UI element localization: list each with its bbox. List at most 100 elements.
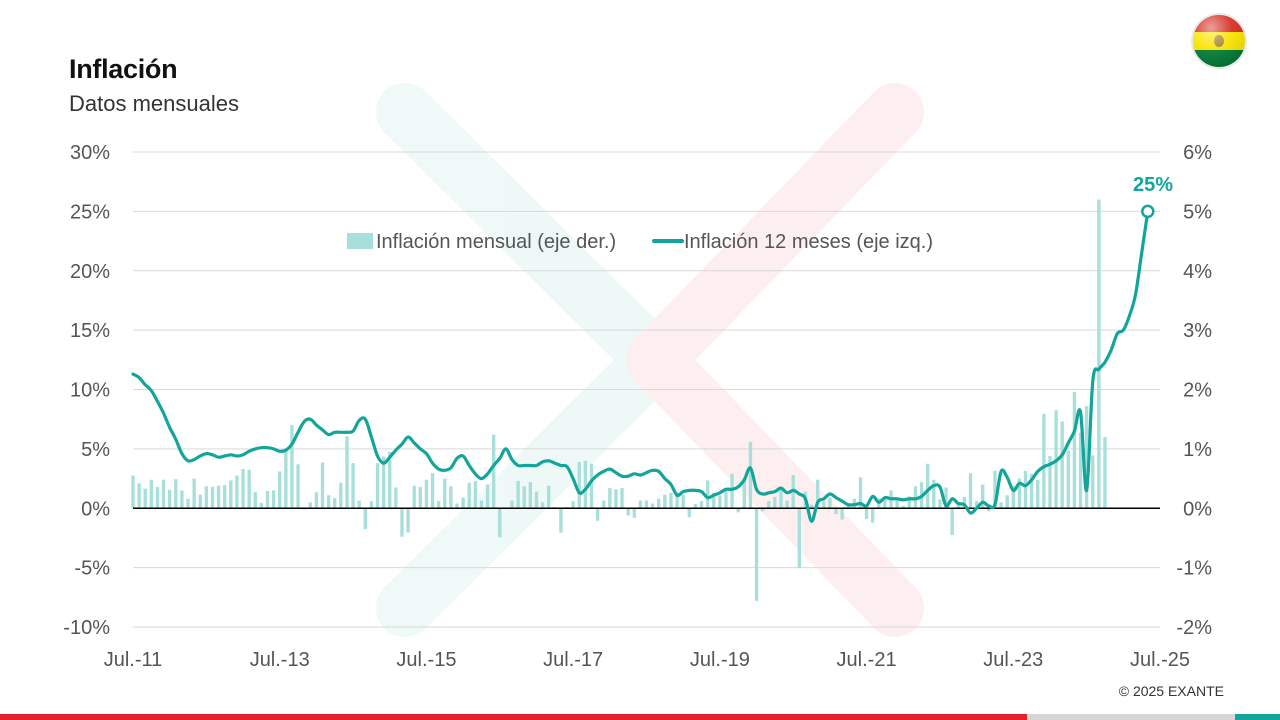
monthly-inflation-bar	[822, 501, 826, 509]
monthly-inflation-bar	[1048, 456, 1052, 509]
monthly-inflation-bar	[467, 482, 471, 509]
last-point-marker	[1141, 204, 1155, 219]
monthly-inflation-bar	[357, 500, 361, 509]
monthly-inflation-bar	[858, 477, 863, 509]
monthly-inflation-bar	[436, 501, 441, 509]
monthly-inflation-bar	[369, 501, 374, 509]
monthly-inflation-bar	[137, 483, 141, 509]
monthly-inflation-bar	[186, 498, 190, 509]
monthly-inflation-bar	[223, 485, 227, 509]
monthly-inflation-bar	[424, 479, 429, 509]
monthly-inflation-bar	[718, 495, 722, 509]
monthly-inflation-bar	[174, 479, 178, 509]
monthly-inflation-bar	[589, 463, 594, 509]
monthly-inflation-bar	[846, 505, 850, 509]
monthly-inflation-bar	[216, 485, 221, 509]
x-axis-tick-label: Jul.-21	[837, 649, 897, 671]
monthly-inflation-bar	[204, 486, 209, 509]
monthly-inflation-bar	[326, 495, 331, 509]
monthly-inflation-bar	[632, 508, 636, 518]
monthly-inflation-bar	[809, 504, 814, 509]
monthly-inflation-bar	[595, 508, 600, 521]
left-axis-tick-label: 30%	[70, 142, 110, 164]
monthly-inflation-bar	[253, 492, 257, 509]
monthly-inflation-bar	[705, 480, 710, 509]
monthly-inflation-bar	[333, 498, 337, 509]
monthly-inflation-bar	[345, 436, 349, 509]
left-axis-tick-label: 10%	[70, 380, 110, 402]
monthly-inflation-bar	[956, 504, 960, 509]
monthly-inflation-bar	[779, 488, 783, 509]
monthly-inflation-bar	[699, 501, 704, 509]
x-axis-tick-label: Jul.-11	[104, 649, 163, 671]
monthly-inflation-bar	[247, 469, 251, 509]
monthly-inflation-bar	[907, 496, 912, 509]
monthly-inflation-bar	[981, 484, 985, 509]
monthly-inflation-bar	[987, 508, 991, 512]
monthly-inflation-bar	[388, 451, 392, 509]
monthly-inflation-bar	[785, 500, 789, 509]
monthly-inflation-bar	[271, 490, 276, 509]
right-axis-tick-label: 5%	[1183, 201, 1212, 223]
monthly-inflation-bar	[767, 501, 771, 509]
monthly-inflation-bar	[461, 497, 465, 509]
monthly-inflation-bar	[320, 462, 325, 509]
monthly-inflation-bar	[412, 485, 416, 509]
monthly-inflation-bar	[944, 487, 948, 509]
monthly-inflation-bar	[650, 503, 655, 509]
right-axis-tick-label: 1%	[1183, 439, 1212, 461]
monthly-inflation-bar	[381, 456, 386, 509]
monthly-inflation-bar	[1097, 199, 1101, 509]
monthly-inflation-bar	[932, 479, 936, 509]
monthly-inflation-bar	[449, 486, 453, 509]
chart-title: Inflación	[69, 54, 178, 84]
monthly-inflation-bar	[259, 502, 264, 509]
monthly-inflation-bar	[1091, 455, 1095, 509]
monthly-inflation-bar	[155, 486, 160, 509]
monthly-inflation-bar	[547, 485, 551, 509]
x-axis-tick-label: Jul.-23	[983, 649, 1043, 671]
monthly-inflation-bar	[571, 501, 575, 509]
monthly-inflation-bar	[192, 478, 196, 509]
monthly-inflation-bar	[724, 490, 728, 509]
right-axis-tick-label: 3%	[1183, 320, 1212, 342]
monthly-inflation-bar	[278, 471, 282, 509]
monthly-inflation-bar	[644, 500, 649, 509]
legend-swatch-bar	[347, 233, 373, 249]
monthly-inflation-bar	[1042, 413, 1046, 509]
monthly-inflation-bar	[614, 489, 618, 509]
monthly-inflation-bar	[198, 494, 202, 509]
monthly-inflation-bar	[754, 508, 759, 601]
monthly-inflation-bar	[1066, 450, 1070, 509]
monthly-inflation-bar	[968, 473, 973, 509]
left-axis-tick-label: 15%	[70, 320, 110, 342]
x-axis-tick-label: Jul.-15	[396, 649, 456, 671]
monthly-inflation-bar	[1017, 478, 1022, 509]
monthly-inflation-bar	[675, 492, 679, 509]
legend-label-bar: Inflación mensual (eje der.)	[376, 231, 616, 253]
monthly-inflation-bar	[834, 508, 838, 515]
right-axis-tick-label: -2%	[1176, 617, 1212, 639]
right-axis-tick-label: 4%	[1183, 261, 1212, 283]
monthly-inflation-bar	[229, 480, 233, 509]
left-axis-tick-label: 0%	[81, 498, 110, 520]
end-value-label: 25%	[1133, 174, 1173, 196]
monthly-inflation-bar	[510, 500, 514, 509]
left-axis-tick-label: -5%	[74, 558, 110, 580]
monthly-inflation-bar	[815, 479, 820, 509]
chart-subtitle: Datos mensuales	[69, 91, 239, 116]
monthly-inflation-bar	[473, 480, 478, 509]
monthly-inflation-bar	[901, 505, 905, 509]
monthly-inflation-bar	[210, 486, 215, 509]
monthly-inflation-bar	[339, 482, 343, 509]
monthly-inflation-bar	[1084, 406, 1089, 509]
monthly-inflation-bar	[626, 508, 630, 516]
monthly-inflation-bar	[559, 508, 563, 533]
x-axis-tick-label: Jul.-19	[690, 649, 750, 671]
monthly-inflation-bar	[620, 488, 624, 509]
bolivia-flag-icon	[1191, 13, 1247, 69]
monthly-inflation-bar	[406, 508, 410, 533]
monthly-inflation-bar	[608, 488, 612, 509]
monthly-inflation-bar	[1078, 432, 1083, 509]
